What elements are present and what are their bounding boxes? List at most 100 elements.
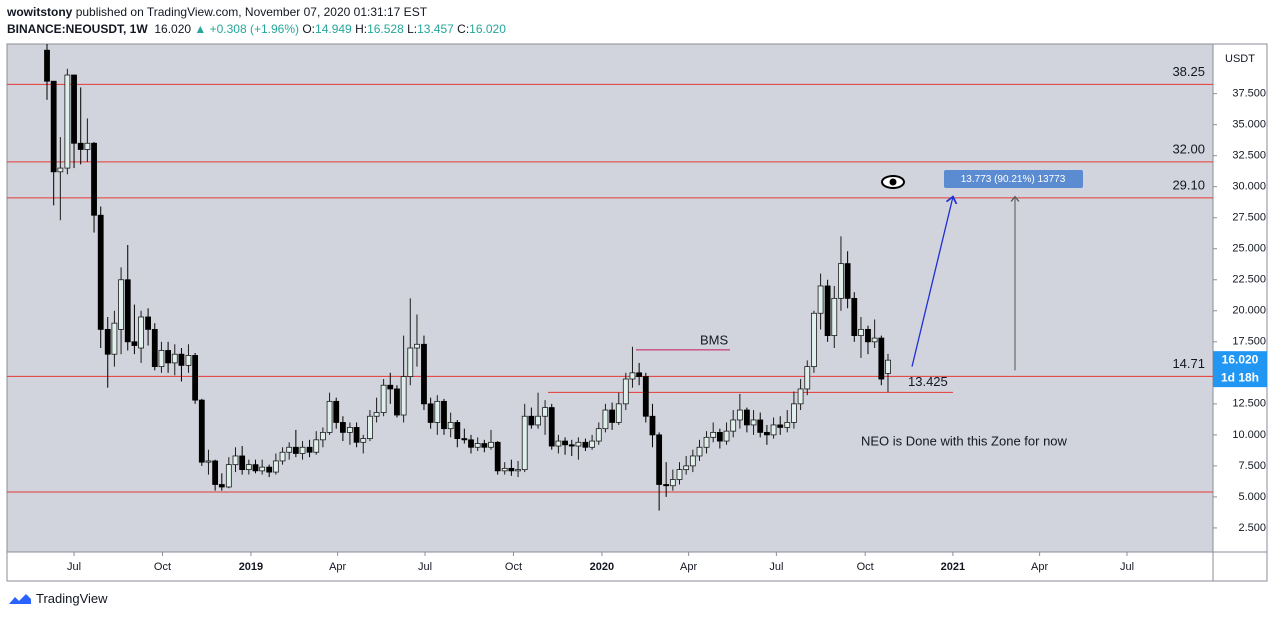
publish-line: wowitstony published on TradingView.com,… [7, 4, 506, 21]
y-tick-label: 12.500 [1232, 398, 1266, 410]
candle-body [380, 384, 387, 413]
candle-body [689, 455, 696, 467]
x-tick-label: Apr [680, 561, 697, 573]
candle-body [535, 415, 541, 426]
symbol: BINANCE:NEOUSDT, 1W [7, 22, 148, 36]
level-label: 14.71 [1172, 356, 1205, 371]
candle-body [292, 446, 299, 454]
x-tick-label: 2020 [590, 561, 614, 573]
y-tick-label: 2.500 [1238, 522, 1266, 534]
candle-body [656, 434, 663, 485]
ohlc-label: O: [302, 22, 316, 36]
candle-body [521, 415, 528, 471]
y-tick-label: 30.000 [1232, 181, 1266, 193]
candle-body [266, 466, 273, 473]
y-tick-label: 25.000 [1232, 243, 1266, 255]
y-tick-label: 35.000 [1232, 119, 1266, 131]
y-tick-label: 27.500 [1232, 212, 1266, 224]
candle-body [151, 328, 158, 368]
candle-body [57, 167, 64, 173]
candle-body [676, 469, 683, 480]
candle-body [642, 376, 649, 417]
candle-body [791, 403, 797, 423]
candle-body [225, 464, 232, 488]
candle-body [770, 424, 777, 436]
candle-body [508, 467, 515, 472]
eye-icon [881, 175, 905, 189]
candle-body [568, 444, 575, 447]
x-tick-label: Oct [154, 561, 171, 573]
candle-body [259, 466, 266, 472]
author: wowitstony [7, 5, 73, 19]
candle-body [838, 263, 844, 299]
bms-label: BMS [700, 332, 729, 347]
candle-body [562, 440, 568, 446]
candle-body [710, 431, 717, 438]
ohlc-label: H: [355, 22, 368, 36]
candle-body [757, 419, 764, 433]
candle-body [468, 439, 474, 448]
candle-body [44, 49, 50, 82]
candle-body [555, 440, 562, 447]
candle-body [299, 446, 306, 454]
measure-box [944, 170, 1083, 188]
header: wowitstony published on TradingView.com,… [7, 4, 506, 38]
candle-body [501, 467, 508, 472]
candle-body [871, 337, 878, 343]
candle-body [488, 441, 494, 448]
ohlc-label: C: [457, 22, 470, 36]
y-tick-label: 22.500 [1232, 274, 1266, 286]
candle-body [851, 297, 858, 336]
ohlc-label: L: [407, 22, 418, 36]
candle-body [91, 142, 97, 216]
chart-frame [6, 43, 1268, 582]
price-tag: 16.020 [1222, 352, 1259, 366]
candle-body [124, 279, 131, 343]
candle-body [602, 409, 609, 430]
x-tick-label: Apr [1031, 561, 1048, 573]
annotation: NEO is Done with this Zone for now [861, 433, 1068, 448]
candle-body [185, 355, 192, 366]
candle-body [804, 366, 811, 390]
candle-body [50, 80, 57, 173]
candle-body [515, 469, 521, 472]
candle-body [615, 403, 622, 423]
candle-body [663, 484, 670, 487]
candle-body [669, 479, 676, 487]
candle-body [723, 430, 730, 442]
candle-body [784, 422, 791, 428]
candle-body [629, 372, 636, 380]
x-tick-label: 2019 [239, 561, 263, 573]
candle-body [528, 415, 535, 426]
candle-body [703, 436, 710, 448]
candle-body [252, 464, 259, 472]
candle-body [858, 328, 864, 336]
candle-body [171, 353, 178, 364]
measure-label: 13.773 (90.21%) 13773 [961, 174, 1066, 185]
candle-body [313, 439, 320, 453]
candle-body [145, 316, 151, 330]
candle-body [582, 441, 589, 448]
candle-body [649, 415, 656, 436]
y-tick-label: 10.000 [1232, 429, 1266, 441]
candle-body [865, 328, 871, 343]
candle-body [696, 446, 703, 457]
candle-body [622, 378, 629, 405]
candle-body [609, 409, 616, 423]
candle-body [232, 455, 239, 466]
candle-body [763, 431, 770, 436]
y-tick-label: 7.500 [1238, 460, 1266, 472]
trend-arrow [911, 197, 953, 367]
candle-body [414, 343, 420, 349]
candle-body [400, 376, 407, 416]
candle-body [494, 441, 501, 472]
candle-body [595, 428, 602, 442]
candle-body [118, 279, 124, 330]
candle-body [797, 388, 804, 405]
candle-body [461, 438, 468, 441]
candle-body [542, 407, 548, 417]
ohlc-value: 16.528 [367, 22, 404, 36]
level-label: 32.00 [1172, 141, 1205, 156]
candle-body [750, 419, 757, 426]
